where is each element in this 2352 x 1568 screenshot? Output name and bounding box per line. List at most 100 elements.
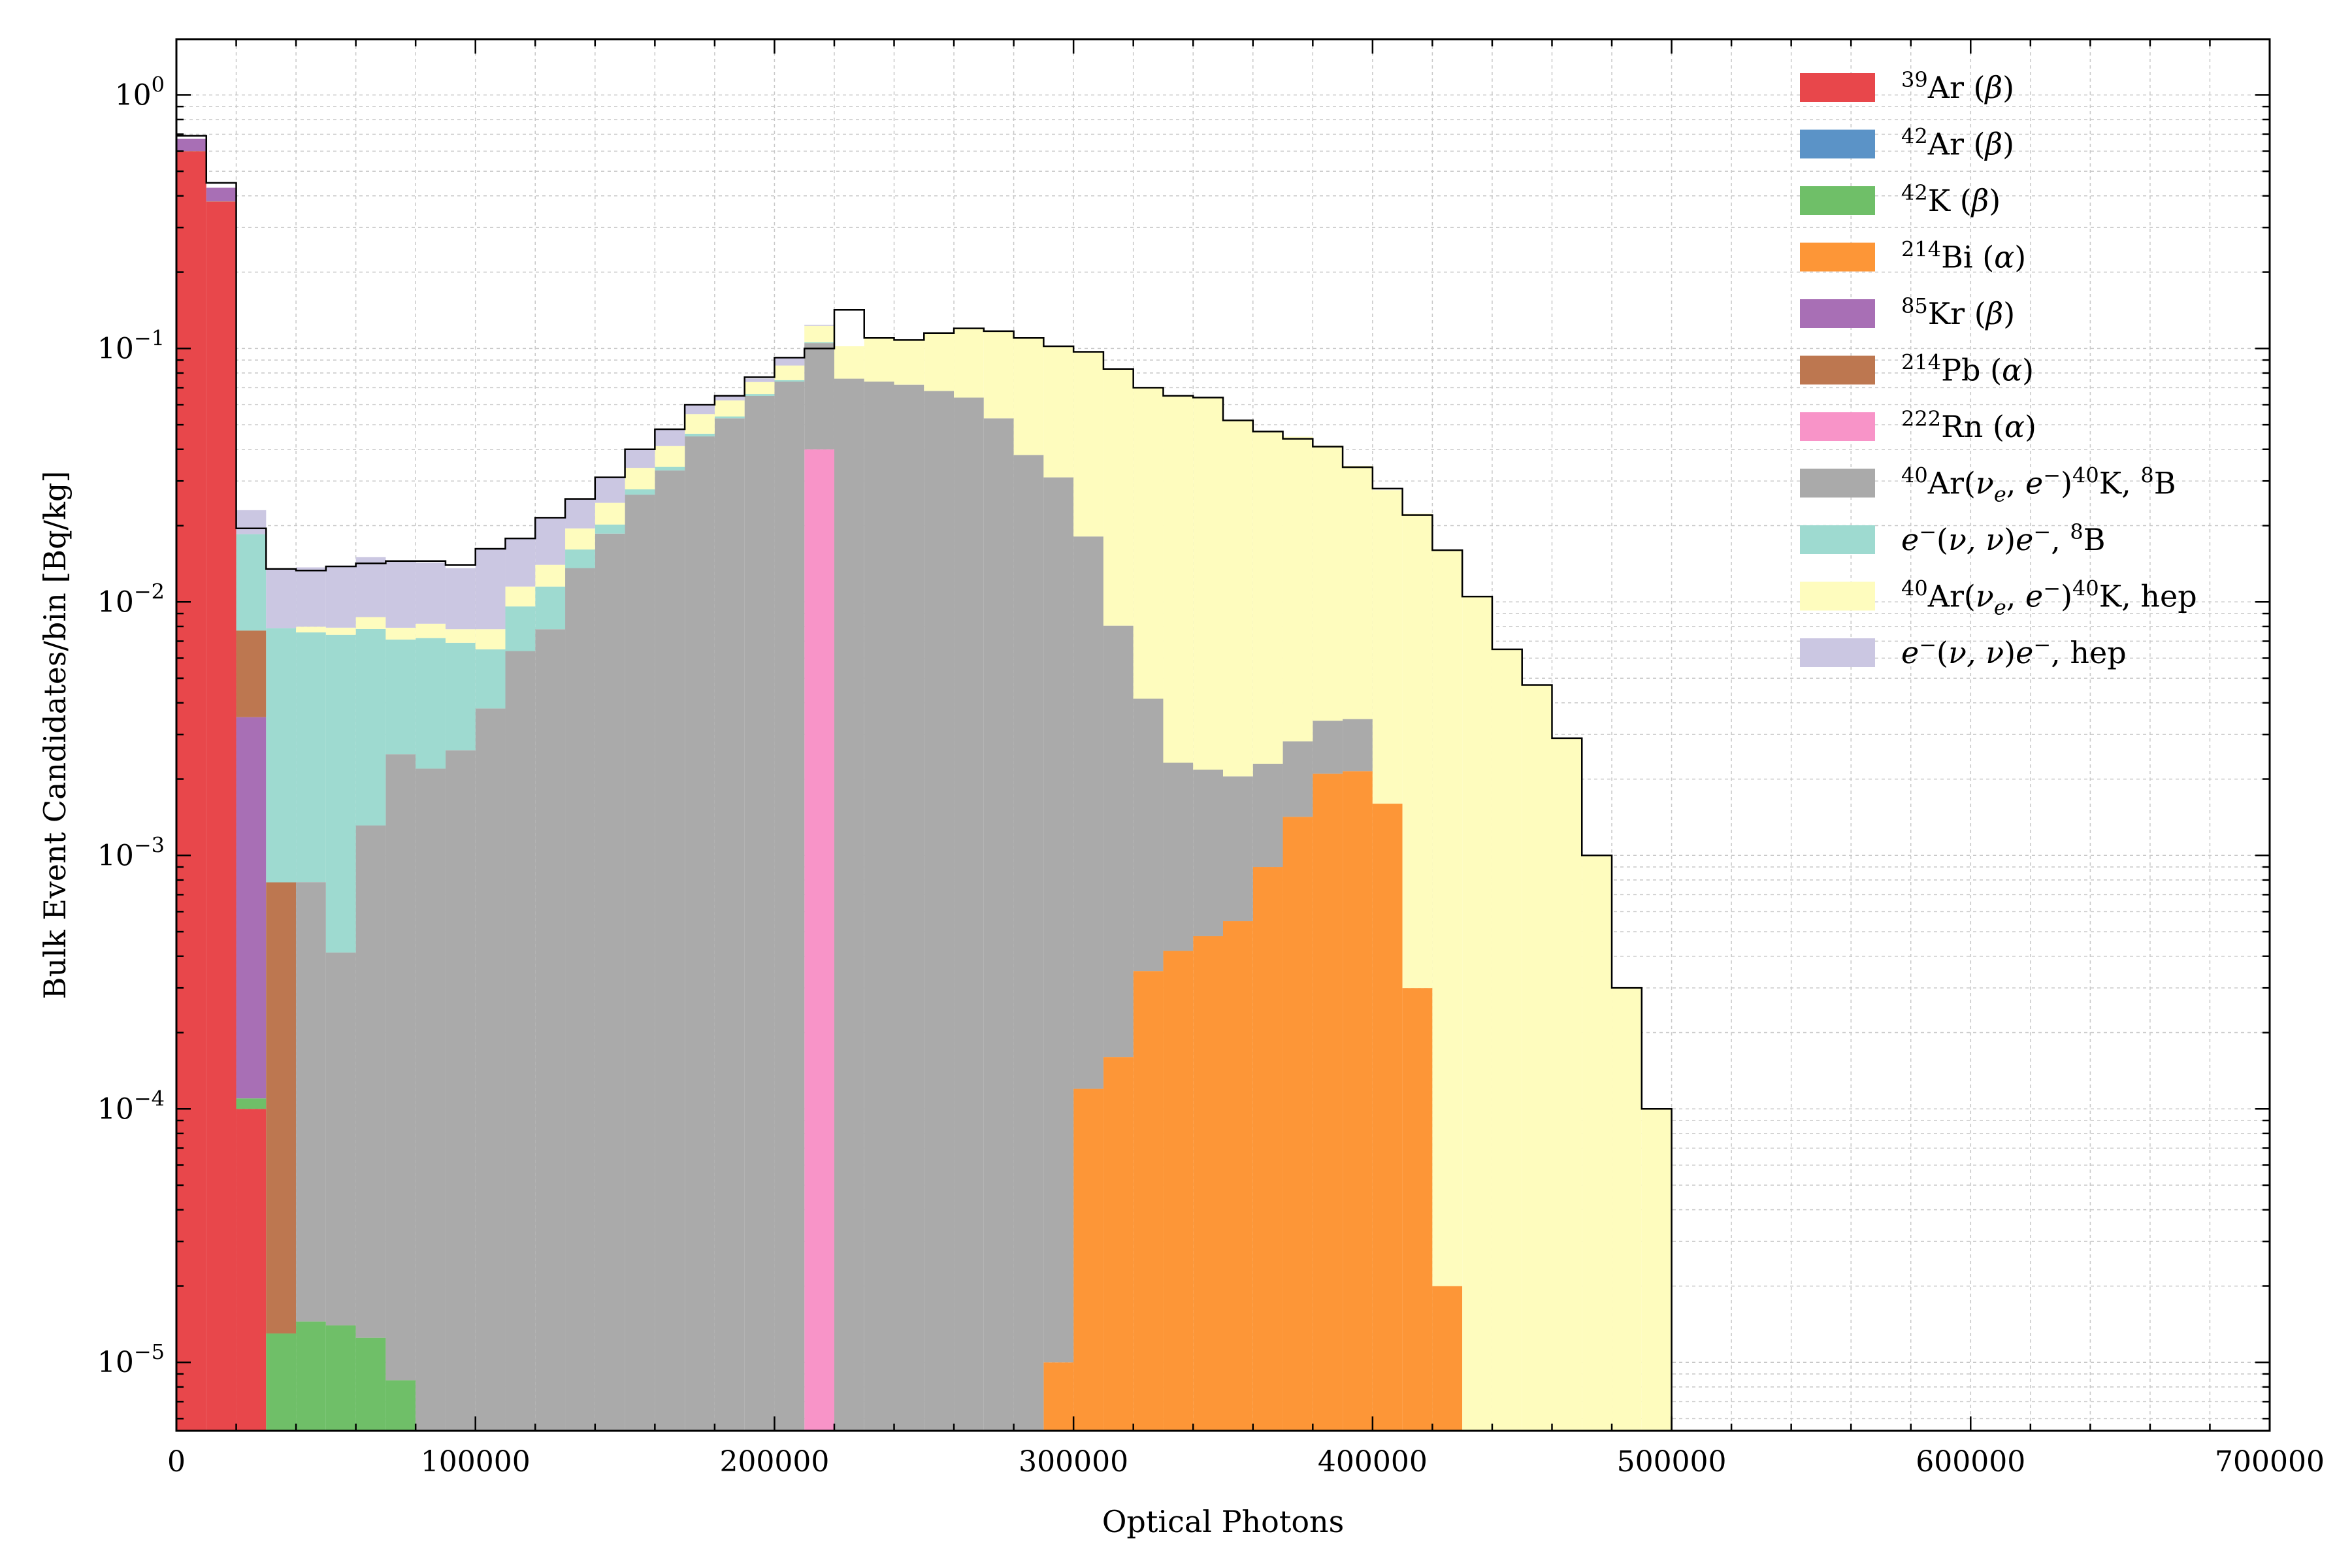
histogram-bar: [864, 382, 894, 1431]
histogram-bar: [236, 630, 267, 717]
histogram-bar: [804, 343, 834, 449]
histogram-bar: [625, 489, 655, 495]
x-tick-label: 600000: [1916, 1445, 2025, 1478]
histogram-bar: [1432, 1286, 1463, 1431]
y-tick-label: 10−5: [97, 1339, 165, 1379]
histogram-bar: [1133, 971, 1164, 1431]
legend-entry: 214​Bi (α): [1800, 237, 2026, 275]
histogram-bar: [1641, 1109, 1672, 1431]
histogram-bar: [266, 1333, 297, 1431]
histogram-bar: [266, 882, 297, 1334]
histogram-bar: [894, 384, 924, 1431]
histogram-bar: [774, 380, 805, 382]
legend-entry: 42​Ar (β): [1800, 124, 2014, 162]
histogram-bar: [655, 466, 685, 471]
histogram-bar: [445, 629, 476, 643]
histogram-bar: [385, 639, 416, 755]
histogram-bar: [535, 517, 566, 565]
histogram-bar: [266, 628, 297, 883]
histogram-bar: [1103, 1057, 1134, 1431]
histogram-bar: [505, 606, 536, 651]
histogram-bar: [1163, 951, 1194, 1431]
histogram-bar: [565, 528, 595, 550]
histogram-bar: [1402, 514, 1433, 988]
histogram-bar: [1163, 395, 1194, 763]
y-axis-title: Bulk Event Candidates/bin [Bq/kg]: [37, 471, 73, 1000]
legend-label: 214​Bi (α): [1901, 237, 2026, 275]
histogram-bar: [1043, 477, 1074, 1363]
legend-swatch: [1800, 525, 1875, 554]
histogram-bar: [385, 561, 416, 628]
histogram-bar: [1073, 1088, 1103, 1431]
legend-swatch: [1800, 299, 1875, 328]
legend-label: 42​Ar (β): [1901, 124, 2014, 162]
legend-label: 40​Ar(νe​, e−​)40​K, hep: [1901, 576, 2197, 620]
histogram-bar: [655, 446, 685, 467]
histogram-bar: [325, 1325, 356, 1431]
histogram-bar: [924, 391, 955, 1431]
histogram-bar: [804, 325, 834, 342]
histogram-bar: [445, 568, 476, 630]
histogram-bar: [1282, 817, 1313, 1431]
histogram-bar: [445, 750, 476, 1431]
histogram-bar: [475, 649, 506, 709]
histogram-bar: [355, 557, 386, 617]
histogram-bar: [1462, 596, 1492, 1431]
legend-label: e−​(ν, ν)e−​, 8​B: [1901, 519, 2106, 557]
histogram-bar: [1133, 387, 1164, 699]
histogram-bar: [685, 404, 715, 415]
histogram-bar: [655, 429, 685, 446]
histogram-bar: [1193, 397, 1223, 770]
legend-label: e−​(ν, ν)e−​, hep: [1901, 632, 2127, 670]
histogram-bar: [475, 708, 506, 1431]
histogram-bar: [1582, 855, 1612, 1431]
histogram-bar: [774, 365, 805, 380]
x-tick-label: 500000: [1617, 1445, 1727, 1478]
histogram-bar: [625, 449, 655, 468]
axis-ticks: [175, 39, 2271, 1431]
histogram-bar: [804, 342, 834, 344]
histogram-bar: [1223, 420, 1253, 777]
histogram-bar: [1193, 936, 1223, 1431]
histogram-bar: [1372, 804, 1403, 1431]
legend-swatch: [1800, 638, 1875, 667]
histogram-bar: [296, 567, 326, 627]
histogram-bar: [954, 328, 984, 398]
legend-entry: 40​Ar(νe​, e−​)40​K, hep: [1800, 576, 2197, 620]
legend-label: 214​Pb (α): [1901, 350, 2034, 388]
histogram-bar: [296, 1321, 326, 1431]
histogram-bar: [385, 627, 416, 640]
histogram-bar: [535, 564, 566, 587]
histogram-bar: [236, 1109, 267, 1431]
histogram-bar: [206, 188, 237, 202]
histogram-bar: [595, 524, 625, 534]
x-axis-title: Optical Photons: [1102, 1504, 1345, 1539]
histogram-bar: [1282, 741, 1313, 817]
histogram-bar: [714, 400, 745, 417]
histogram-bar: [954, 397, 984, 1431]
legend-entry: 40​Ar(νe​, e−​)40​K, 8​B: [1800, 463, 2176, 507]
y-tick-label: 10−3: [97, 832, 165, 872]
histogram-bar: [1612, 988, 1642, 1431]
histogram-bar: [864, 338, 894, 382]
histogram-bar: [445, 642, 476, 751]
histogram-bar: [1282, 436, 1313, 742]
histogram-bar: [1492, 649, 1522, 1431]
histogram-bar: [983, 418, 1014, 1431]
histogram-bar: [1013, 338, 1044, 455]
x-tick-label: 400000: [1318, 1445, 1428, 1478]
histogram-bar: [595, 477, 625, 503]
legend-entry: 39​Ar (β): [1800, 67, 2014, 105]
histogram-bar: [714, 416, 745, 419]
legend-entry: 42​K (β): [1800, 180, 2001, 218]
histogram-bar: [565, 549, 595, 568]
histogram-bar: [385, 754, 416, 1380]
histogram-bar: [266, 568, 297, 629]
histogram-bar: [416, 768, 446, 1431]
histogram-bar: [625, 468, 655, 490]
histogram-bar: [924, 333, 955, 391]
legend-entry: 85​Kr (β): [1800, 293, 2015, 331]
legend-label: 222​Rn (α): [1901, 406, 2036, 444]
histogram-bars: [175, 135, 1673, 1431]
histogram-bar: [1522, 685, 1552, 1431]
